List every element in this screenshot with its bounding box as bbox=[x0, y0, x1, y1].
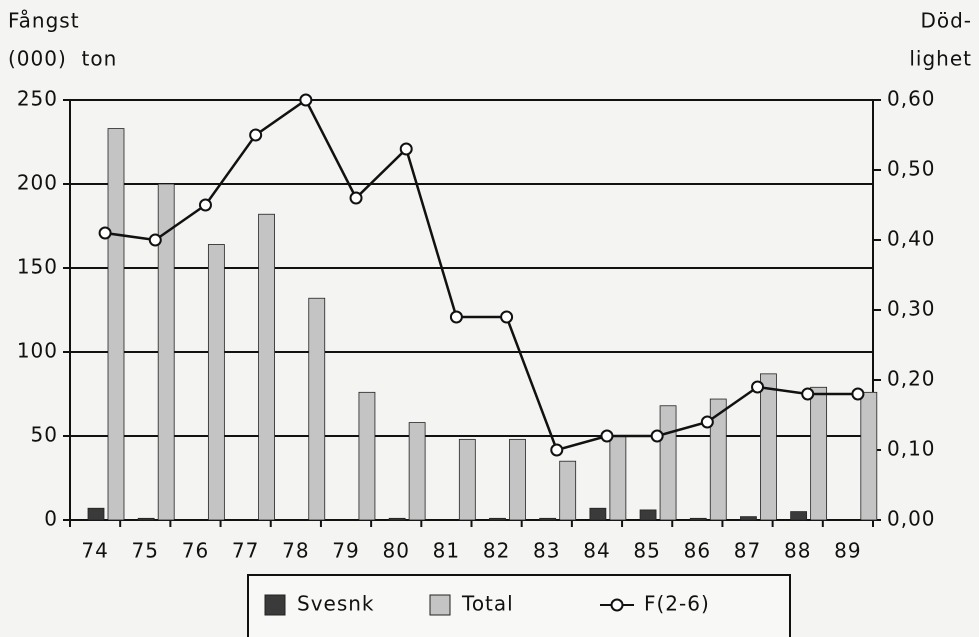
bar bbox=[709, 398, 727, 521]
legend-label: Svesnk bbox=[297, 592, 375, 616]
line-marker bbox=[700, 415, 714, 429]
bar bbox=[87, 507, 105, 521]
bar bbox=[790, 511, 808, 521]
line-marker bbox=[550, 443, 564, 457]
bar bbox=[860, 391, 878, 521]
line-marker bbox=[148, 233, 162, 247]
y2-tick-label: 0,40 bbox=[887, 227, 936, 251]
bar bbox=[258, 213, 275, 521]
x-tick-label: 85 bbox=[633, 539, 660, 563]
line-marker bbox=[349, 191, 363, 205]
y2-tick-label: 0,10 bbox=[887, 437, 936, 461]
y-tick-label: 50 bbox=[31, 423, 58, 447]
y-tick-label: 200 bbox=[17, 171, 58, 195]
line-marker bbox=[399, 142, 413, 156]
legend-label: Total bbox=[461, 592, 514, 616]
legend-swatch bbox=[610, 598, 624, 612]
bar bbox=[539, 517, 557, 521]
y-tick-label: 150 bbox=[17, 255, 58, 279]
y-axis-label: Fångst bbox=[8, 9, 80, 33]
y-tick-label: 100 bbox=[17, 339, 58, 363]
x-tick-label: 83 bbox=[533, 539, 560, 563]
x-tick-label: 76 bbox=[182, 539, 209, 563]
x-tick-label: 82 bbox=[483, 539, 510, 563]
x-tick-label: 86 bbox=[684, 539, 711, 563]
line-marker bbox=[751, 380, 765, 394]
x-tick-label: 80 bbox=[382, 539, 409, 563]
x-tick-label: 75 bbox=[132, 539, 159, 563]
line-marker bbox=[851, 387, 865, 401]
line-marker bbox=[98, 226, 112, 240]
y2-tick-label: 0,00 bbox=[887, 507, 936, 531]
line-marker bbox=[449, 310, 463, 324]
bar bbox=[689, 517, 707, 521]
bar bbox=[559, 460, 577, 521]
bar bbox=[659, 405, 677, 521]
bar bbox=[458, 438, 476, 521]
bar bbox=[308, 297, 326, 521]
x-tick-label: 81 bbox=[433, 539, 460, 563]
y2-axis-label: lighet bbox=[909, 47, 972, 71]
y2-axis-label: Död- bbox=[920, 9, 972, 33]
line-marker bbox=[249, 128, 263, 142]
legend-label: F(2-6) bbox=[644, 592, 710, 616]
bar bbox=[137, 517, 155, 521]
x-tick-label: 84 bbox=[583, 539, 610, 563]
legend-swatch bbox=[264, 594, 286, 616]
line-marker bbox=[650, 429, 664, 443]
bar bbox=[609, 435, 627, 521]
x-tick-label: 89 bbox=[834, 539, 861, 563]
x-tick-label: 74 bbox=[81, 539, 108, 563]
bar bbox=[589, 507, 607, 521]
x-tick-label: 88 bbox=[784, 539, 811, 563]
y-axis-label: (000) ton bbox=[8, 47, 117, 71]
y2-tick-label: 0,60 bbox=[887, 87, 936, 111]
x-tick-label: 78 bbox=[282, 539, 309, 563]
bar bbox=[388, 517, 406, 521]
line-marker bbox=[500, 310, 514, 324]
line-marker bbox=[801, 387, 815, 401]
x-tick-label: 79 bbox=[332, 539, 359, 563]
x-tick-label: 77 bbox=[232, 539, 259, 563]
bar bbox=[509, 438, 526, 521]
y2-tick-label: 0,20 bbox=[887, 367, 936, 391]
y2-tick-label: 0,30 bbox=[887, 297, 936, 321]
bar bbox=[207, 244, 225, 521]
y-tick-label: 250 bbox=[17, 87, 58, 111]
bar bbox=[358, 391, 376, 521]
y2-tick-label: 0,50 bbox=[887, 157, 936, 181]
bar bbox=[740, 516, 757, 521]
bar bbox=[489, 517, 506, 521]
bar bbox=[810, 386, 828, 521]
bar bbox=[157, 183, 175, 521]
bar bbox=[760, 373, 777, 521]
line-marker bbox=[600, 429, 614, 443]
line-marker bbox=[198, 198, 212, 212]
line-marker bbox=[299, 93, 313, 107]
y-tick-label: 0 bbox=[44, 507, 58, 531]
legend-swatch bbox=[429, 594, 451, 616]
bar bbox=[639, 509, 657, 521]
bar bbox=[408, 422, 426, 521]
legend-box bbox=[247, 574, 791, 637]
x-tick-label: 87 bbox=[734, 539, 761, 563]
line bbox=[104, 98, 858, 452]
bar bbox=[107, 128, 125, 521]
